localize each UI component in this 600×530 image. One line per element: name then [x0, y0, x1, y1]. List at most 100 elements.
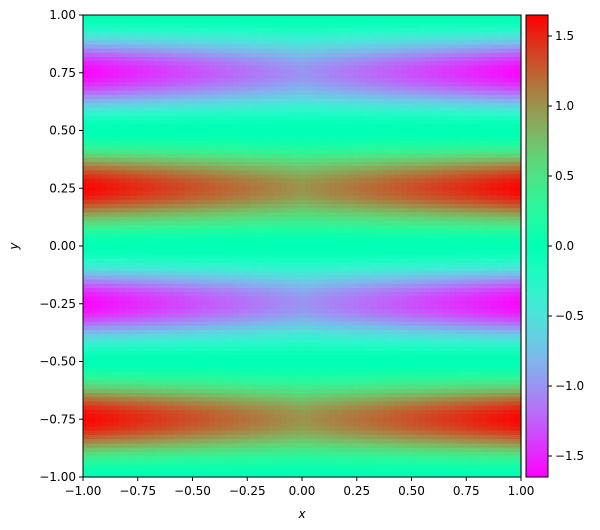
heatmap-cell — [209, 82, 216, 87]
heatmap-cell — [365, 212, 372, 218]
heatmap-cell — [479, 61, 486, 66]
heatmap-cell — [293, 229, 300, 234]
heatmap-cell — [149, 271, 156, 276]
heatmap-cell — [359, 258, 366, 264]
heatmap-cell — [389, 27, 396, 33]
heatmap-cell — [221, 283, 228, 289]
heatmap-cell — [401, 103, 408, 108]
heatmap-cell — [419, 170, 426, 176]
heatmap-cell — [173, 279, 180, 285]
heatmap-cell — [251, 199, 258, 205]
heatmap-cell — [257, 57, 264, 62]
heatmap-cell — [401, 178, 408, 184]
heatmap-cell — [329, 233, 336, 239]
heatmap-cell — [203, 27, 210, 33]
heatmap-cell — [83, 262, 90, 268]
heatmap-cell — [461, 128, 468, 134]
heatmap-cell — [377, 195, 384, 201]
heatmap-cell — [305, 141, 312, 146]
heatmap-cell — [185, 267, 192, 272]
heatmap-cell — [299, 199, 306, 205]
heatmap-cell — [107, 40, 114, 45]
heatmap-cell — [431, 212, 438, 218]
heatmap-cell — [503, 178, 510, 184]
heatmap-cell — [503, 241, 510, 247]
heatmap-cell — [155, 237, 162, 243]
heatmap-cell — [497, 191, 504, 197]
heatmap-cell — [95, 103, 102, 108]
heatmap-cell — [317, 212, 324, 218]
heatmap-cell — [323, 241, 330, 247]
heatmap-cell — [437, 82, 444, 87]
heatmap-cell — [479, 141, 486, 146]
heatmap-cell — [209, 86, 216, 92]
heatmap-cell — [491, 65, 498, 71]
heatmap-cell — [491, 162, 498, 167]
heatmap-cell — [407, 19, 414, 24]
heatmap-cell — [203, 120, 210, 125]
heatmap-cell — [359, 27, 366, 33]
heatmap-cell — [431, 292, 438, 297]
heatmap-cell — [443, 128, 450, 134]
heatmap-cell — [335, 57, 342, 62]
heatmap-cell — [179, 191, 186, 197]
heatmap-cell — [203, 208, 210, 213]
heatmap-cell — [431, 57, 438, 62]
heatmap-cell — [389, 216, 396, 222]
heatmap-cell — [299, 111, 306, 117]
heatmap-cell — [293, 254, 300, 260]
heatmap-cell — [161, 31, 168, 37]
heatmap-cell — [113, 237, 120, 243]
heatmap-cell — [101, 283, 108, 289]
heatmap-cell — [467, 162, 474, 167]
heatmap-cell — [113, 31, 120, 37]
heatmap-cell — [263, 90, 270, 96]
heatmap-cell — [299, 296, 306, 302]
heatmap-cell — [281, 225, 288, 230]
heatmap-cell — [161, 271, 168, 276]
heatmap-cell — [119, 40, 126, 45]
heatmap-cell — [407, 120, 414, 125]
heatmap-cell — [149, 124, 156, 129]
heatmap-cell — [281, 132, 288, 138]
heatmap-cell — [299, 216, 306, 222]
heatmap-cell — [407, 275, 414, 281]
heatmap-cell — [107, 288, 114, 293]
heatmap-cell — [359, 162, 366, 167]
heatmap-cell — [359, 246, 366, 251]
heatmap-cell — [287, 296, 294, 302]
heatmap-cell — [179, 233, 186, 239]
heatmap-cell — [275, 61, 282, 66]
heatmap-cell — [323, 191, 330, 197]
heatmap-cell — [503, 115, 510, 121]
heatmap-cell — [341, 246, 348, 251]
heatmap-cell — [377, 187, 384, 192]
heatmap-cell — [203, 166, 210, 171]
heatmap-cell — [431, 162, 438, 167]
heatmap-cell — [299, 275, 306, 281]
heatmap-cell — [149, 94, 156, 100]
heatmap-cell — [275, 300, 282, 306]
heatmap-cell — [293, 120, 300, 125]
heatmap-cell — [479, 174, 486, 180]
heatmap-cell — [455, 90, 462, 96]
heatmap-cell — [299, 99, 306, 104]
heatmap-cell — [467, 136, 474, 142]
heatmap-cell — [299, 149, 306, 155]
heatmap-cell — [89, 225, 96, 230]
heatmap-cell — [515, 115, 522, 121]
heatmap-cell — [485, 99, 492, 104]
heatmap-cell — [299, 183, 306, 188]
heatmap-cell — [185, 65, 192, 71]
heatmap-cell — [425, 90, 432, 96]
heatmap-cell — [167, 149, 174, 155]
heatmap-cell — [335, 94, 342, 100]
heatmap-cell — [443, 61, 450, 66]
heatmap-cell — [263, 124, 270, 129]
heatmap-cell — [281, 27, 288, 33]
heatmap-cell — [203, 229, 210, 234]
heatmap-cell — [395, 237, 402, 243]
heatmap-cell — [281, 262, 288, 268]
heatmap-cell — [347, 15, 354, 20]
heatmap-cell — [419, 162, 426, 167]
